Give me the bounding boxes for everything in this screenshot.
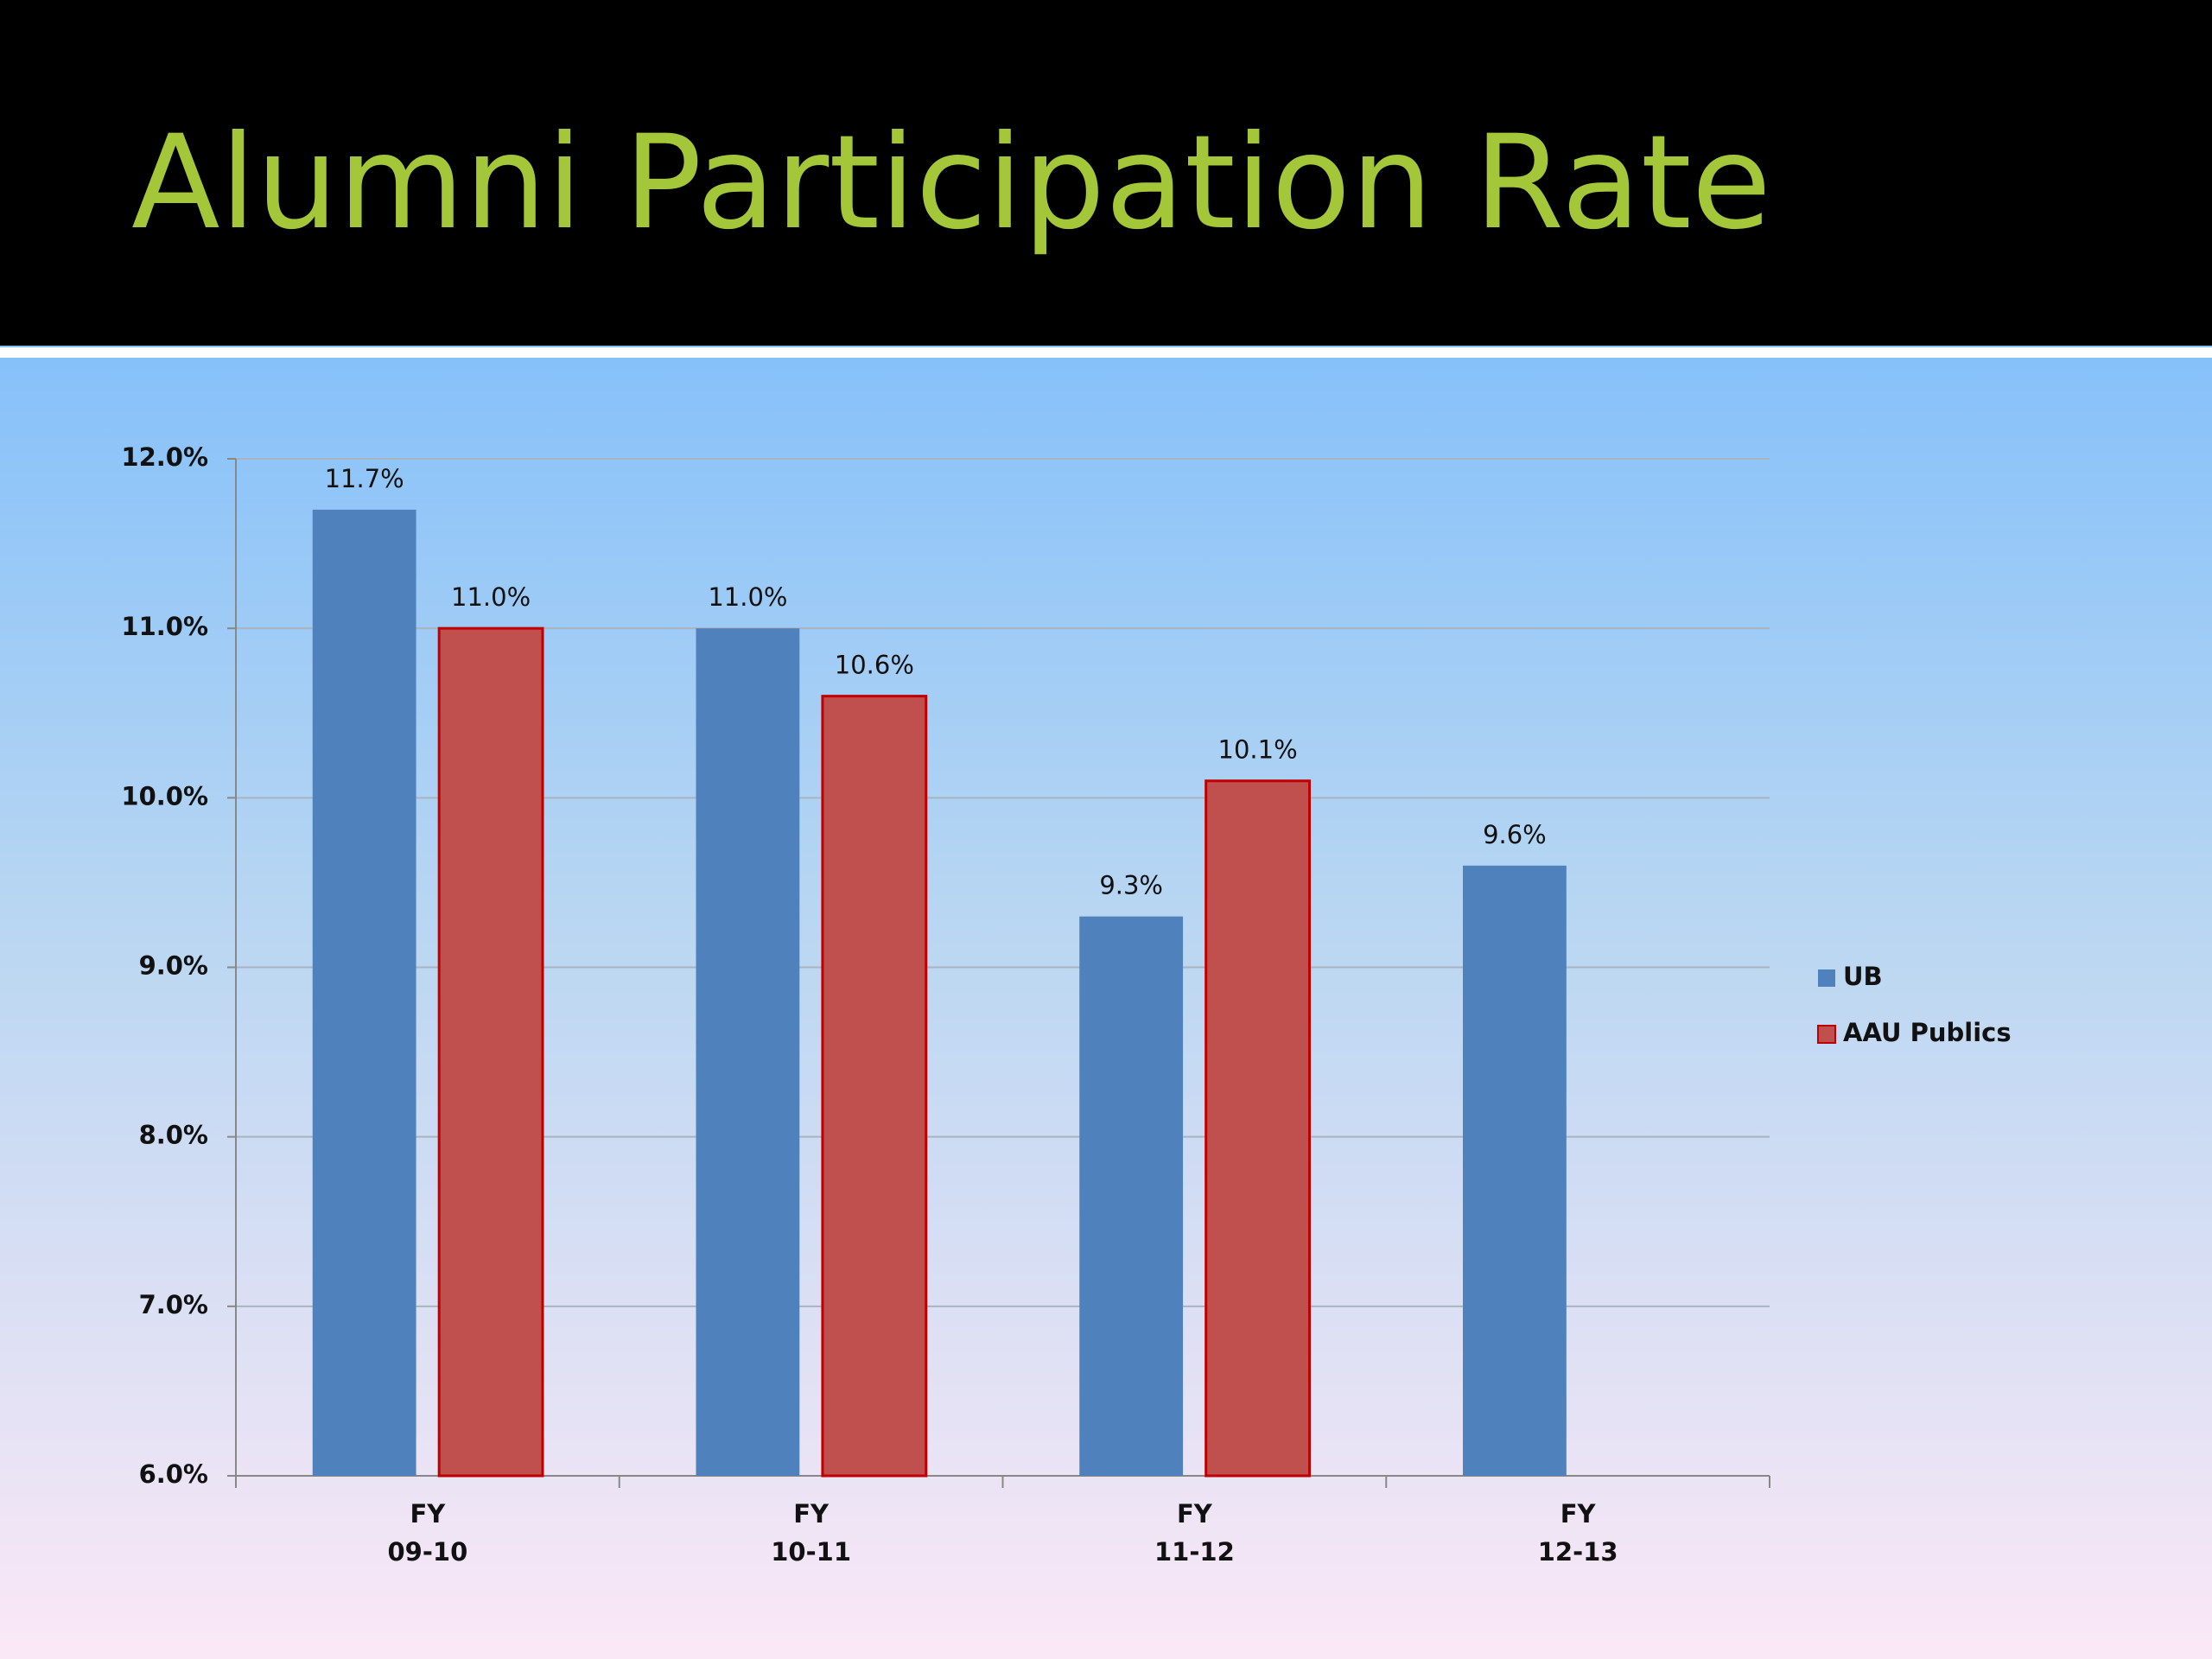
value-label: 9.6%: [1483, 820, 1547, 849]
value-label: 10.6%: [835, 651, 914, 680]
bar: [696, 628, 800, 1476]
y-tick-label: 7.0%: [139, 1290, 208, 1319]
value-label: 10.1%: [1218, 735, 1298, 765]
value-label: 11.0%: [451, 582, 531, 612]
y-tick-label: 10.0%: [121, 781, 208, 810]
header-rule: [0, 347, 2212, 358]
y-tick-label: 12.0%: [121, 442, 208, 472]
bar: [1463, 865, 1567, 1476]
bar: [437, 626, 544, 1478]
chart-title: Alumni Participation Rate: [131, 108, 1771, 258]
x-tick-label: 11-12: [1154, 1537, 1235, 1567]
value-label: 11.0%: [708, 582, 787, 612]
legend-label: AAU Publics: [1843, 1018, 2012, 1047]
header-band: [0, 0, 2212, 346]
y-tick-label: 8.0%: [139, 1121, 208, 1150]
value-label: 9.3%: [1099, 871, 1163, 900]
bar: [821, 695, 928, 1478]
bar: [312, 509, 416, 1476]
legend-swatch: [1817, 1025, 1836, 1044]
y-tick-label: 11.0%: [121, 612, 208, 641]
bar: [1205, 779, 1311, 1478]
x-tick-label: 12-13: [1538, 1537, 1618, 1567]
x-tick-label: 09-10: [388, 1537, 468, 1567]
value-label: 11.7%: [325, 464, 404, 493]
x-tick-label: FY: [1177, 1499, 1213, 1529]
x-tick-label: 10-11: [771, 1537, 851, 1567]
legend-label: UB: [1843, 962, 1883, 991]
x-tick-label: FY: [410, 1499, 446, 1529]
y-tick-label: 6.0%: [139, 1459, 208, 1489]
legend-swatch: [1818, 969, 1835, 987]
x-tick-label: FY: [793, 1499, 830, 1529]
bar: [1079, 916, 1184, 1476]
y-tick-label: 9.0%: [139, 951, 208, 981]
x-tick-label: FY: [1560, 1499, 1597, 1529]
